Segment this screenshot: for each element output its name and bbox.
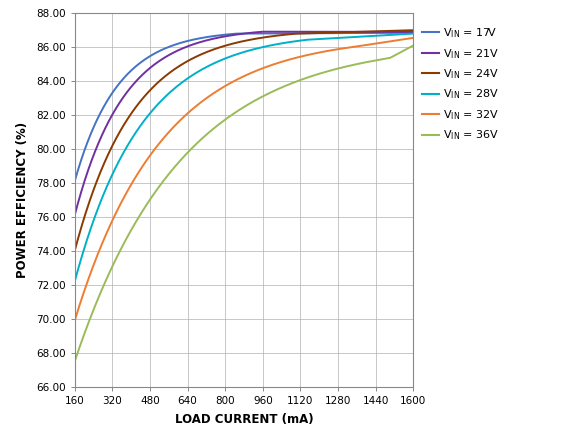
Y-axis label: POWER EFFICIENCY (%): POWER EFFICIENCY (%) bbox=[16, 122, 29, 278]
Legend: $\mathregular{V_{IN}}$ = 17V, $\mathregular{V_{IN}}$ = 21V, $\mathregular{V_{IN}: $\mathregular{V_{IN}}$ = 17V, $\mathregu… bbox=[422, 26, 499, 143]
X-axis label: LOAD CURRENT (mA): LOAD CURRENT (mA) bbox=[174, 413, 313, 426]
